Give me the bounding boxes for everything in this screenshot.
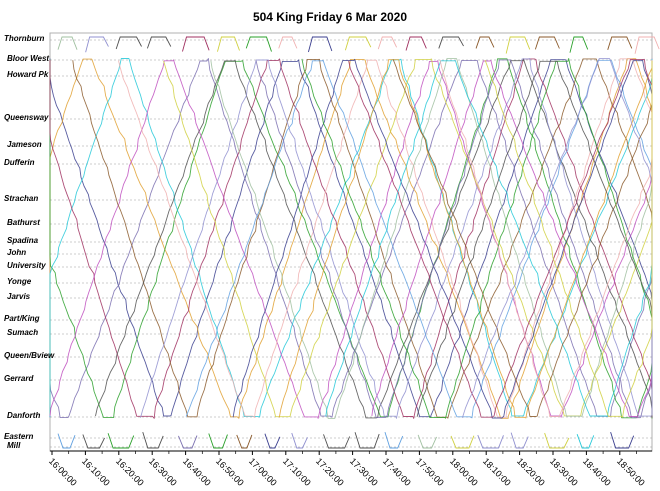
station-label: Dufferin [4, 158, 35, 167]
station-label: University [7, 261, 46, 270]
station-label: John [7, 248, 27, 257]
station-label: Strachan [4, 194, 39, 203]
station-label: Eastern [4, 432, 34, 441]
station-label: Danforth [7, 411, 41, 420]
station-label: Bathurst [7, 218, 40, 227]
station-label: Part/King [4, 314, 40, 323]
station-label: Bloor West [7, 54, 50, 63]
station-label: Sumach [7, 328, 39, 337]
station-label: Gerrard [4, 374, 34, 383]
chart-title: 504 King Friday 6 Mar 2020 [252, 10, 408, 24]
station-label: Mill [7, 441, 21, 450]
station-label: Thornburn [4, 34, 45, 43]
station-label: Queensway [4, 113, 49, 122]
station-label: Queen/Bview [4, 351, 55, 360]
station-label: Jarvis [7, 292, 31, 301]
station-label: Howard Pk [7, 70, 49, 79]
station-label: Jameson [7, 140, 42, 149]
station-label: Spadina [7, 236, 39, 245]
station-label: Yonge [7, 277, 32, 286]
